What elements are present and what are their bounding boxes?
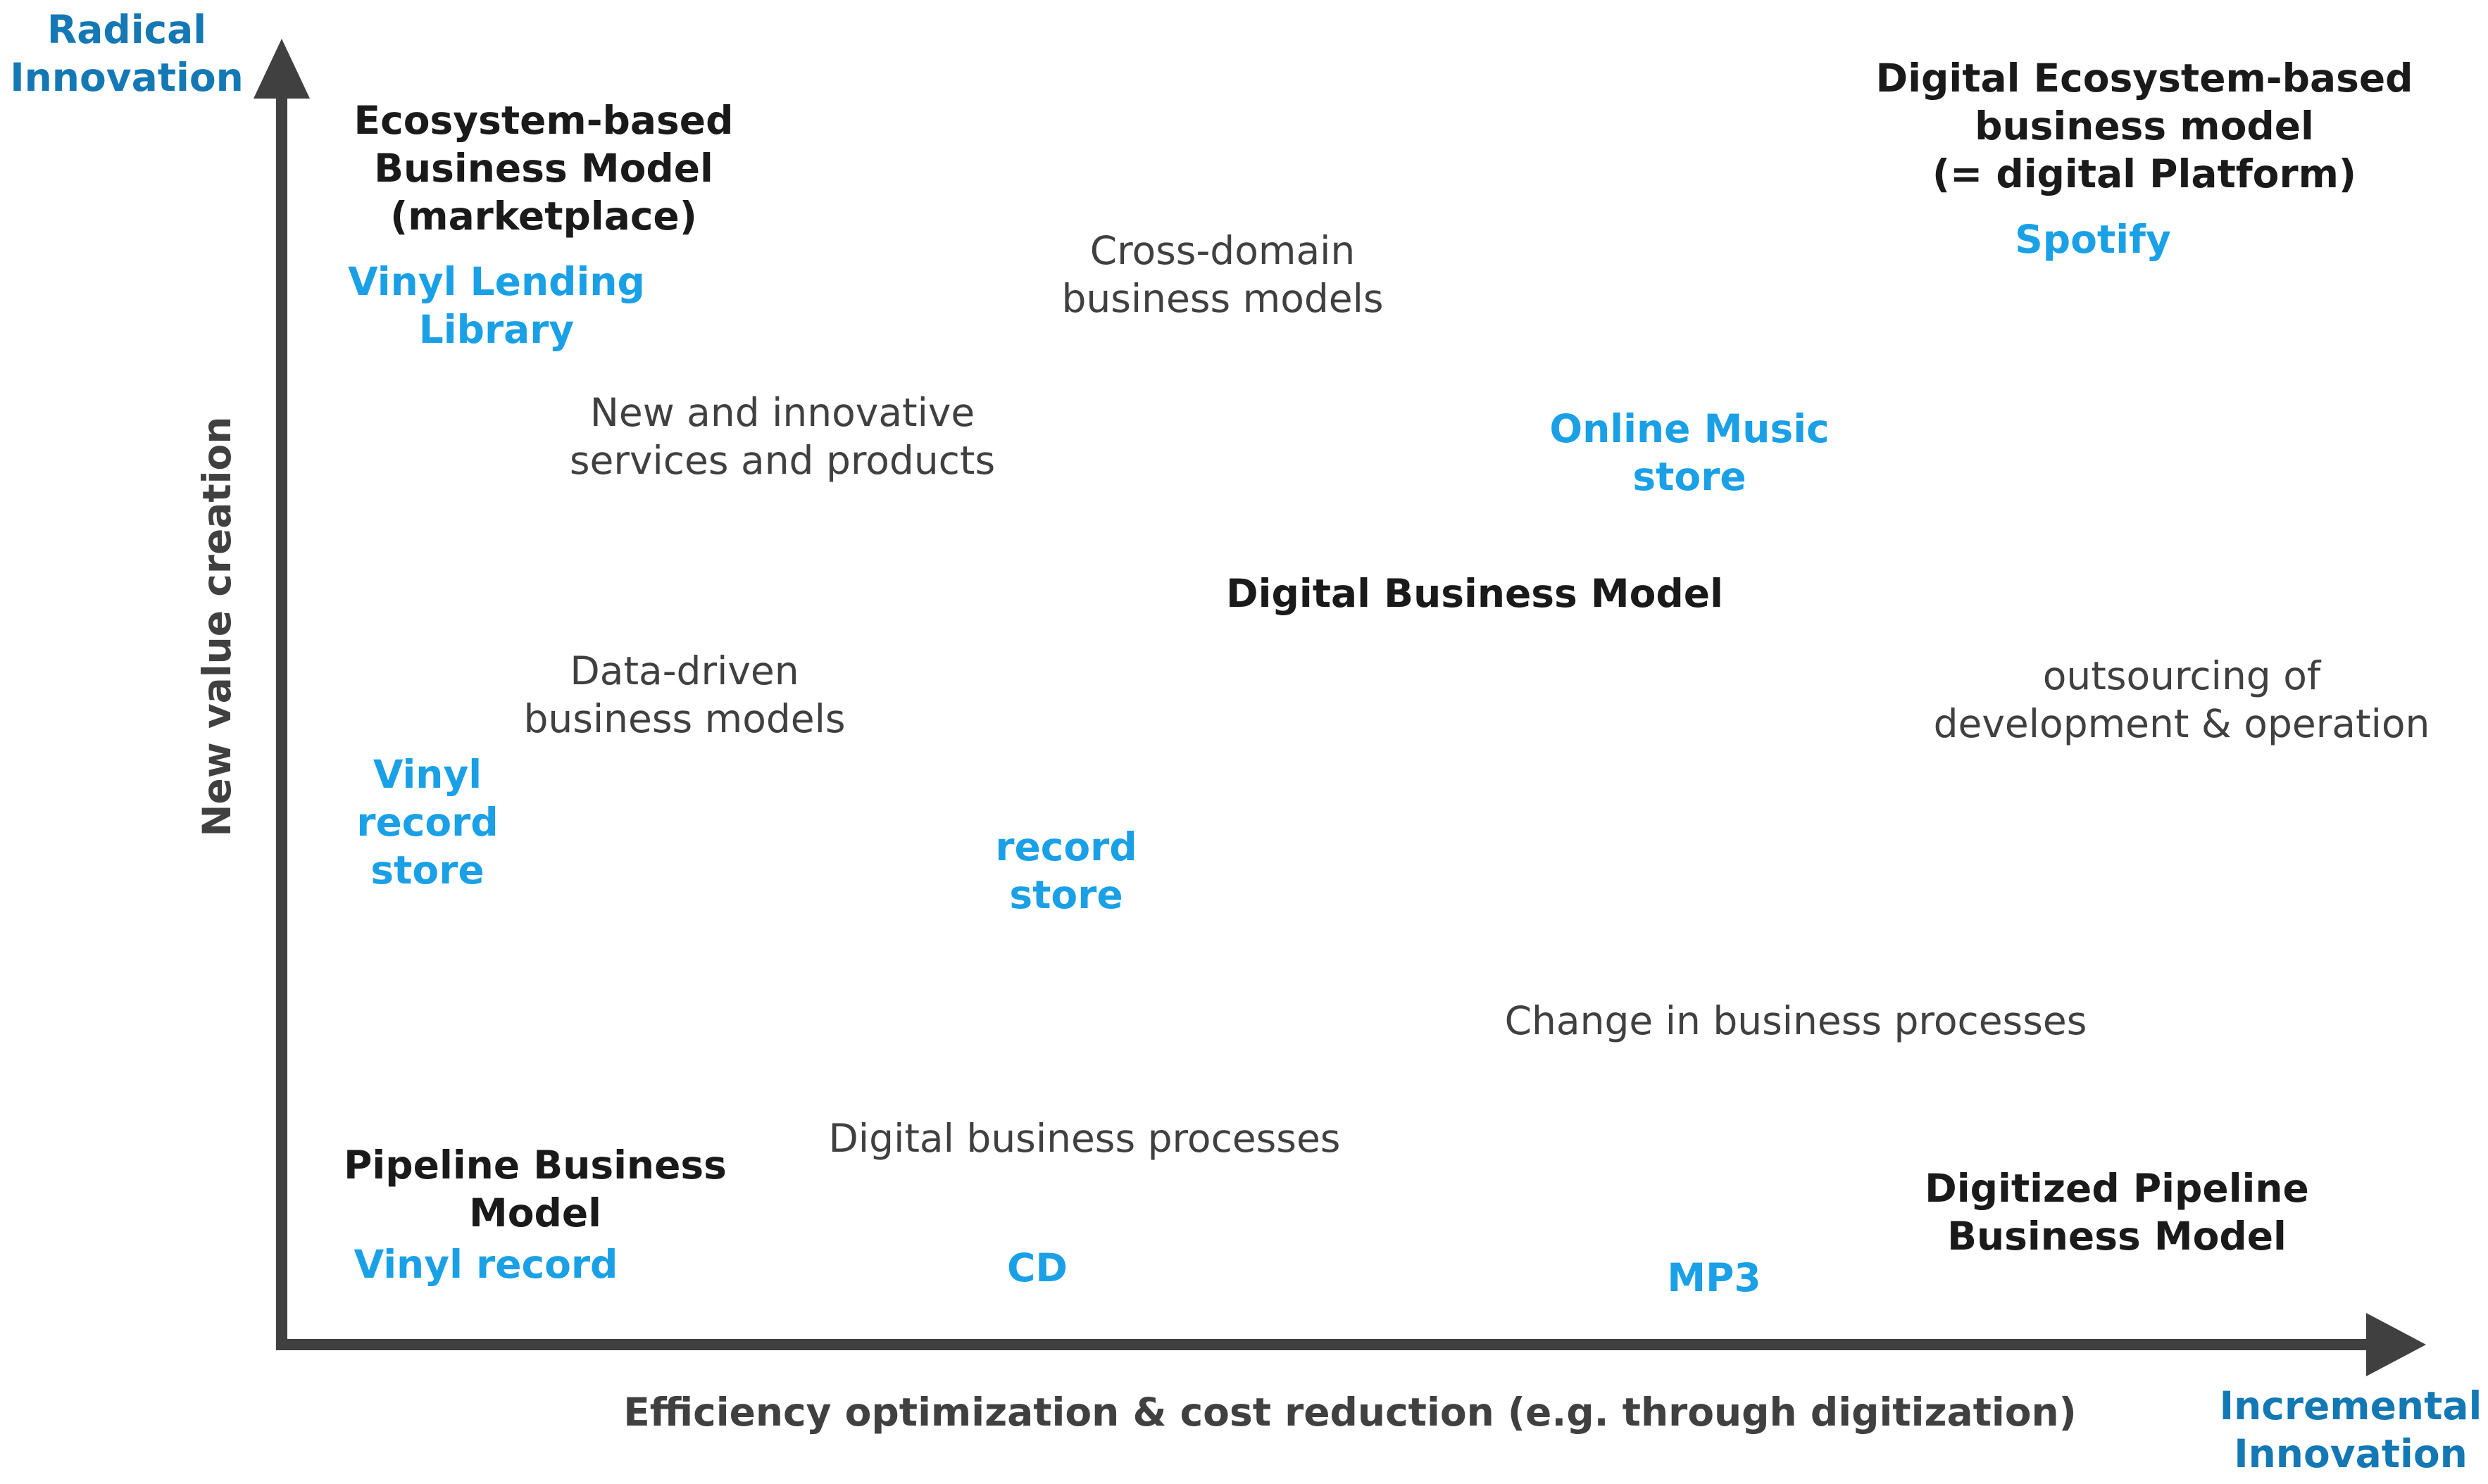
y-axis-arrowhead xyxy=(254,39,310,99)
x-axis-arrowhead xyxy=(2366,1313,2426,1376)
change-processes-concept-label: Change in business processes xyxy=(1504,998,2087,1043)
online-music-store-example: Online Music store xyxy=(1549,406,1830,499)
y-axis-end-label: Radical Innovation xyxy=(10,7,244,100)
ecosystem-business-model-label: Ecosystem-based Business Model (marketpl… xyxy=(354,98,734,239)
outsourcing-concept-label: outsourcing of development & operation xyxy=(1933,653,2430,746)
x-axis-end-label: Incremental Innovation xyxy=(2219,1383,2482,1476)
digitized-pipeline-business-model-label: Digitized Pipeline Business Model xyxy=(1925,1166,2309,1259)
vinyl-record-store-example: Vinyl record store xyxy=(356,752,499,893)
data-driven-concept-label: Data-driven business models xyxy=(523,648,846,741)
vinyl-lending-library-example: Vinyl Lending Library xyxy=(348,259,645,352)
y-axis-title: New value creation xyxy=(194,416,239,837)
mp3-example: MP3 xyxy=(1667,1255,1761,1300)
record-store-example: record store xyxy=(995,824,1137,917)
new-services-concept-label: New and innovative services and products xyxy=(569,390,996,483)
digital-ecosystem-business-model-label: Digital Ecosystem-based business model (… xyxy=(1875,56,2413,196)
spotify-example: Spotify xyxy=(2015,217,2171,262)
cross-domain-concept-label: Cross-domain business models xyxy=(1061,228,1384,321)
vinyl-record-example: Vinyl record xyxy=(354,1242,618,1287)
pipeline-business-model-label: Pipeline Business Model xyxy=(344,1143,727,1235)
digital-business-model-label: Digital Business Model xyxy=(1226,571,1723,616)
digital-processes-concept-label: Digital business processes xyxy=(828,1116,1341,1161)
cd-example: CD xyxy=(1006,1245,1068,1290)
x-axis-title: Efficiency optimization & cost reduction… xyxy=(623,1390,2077,1435)
